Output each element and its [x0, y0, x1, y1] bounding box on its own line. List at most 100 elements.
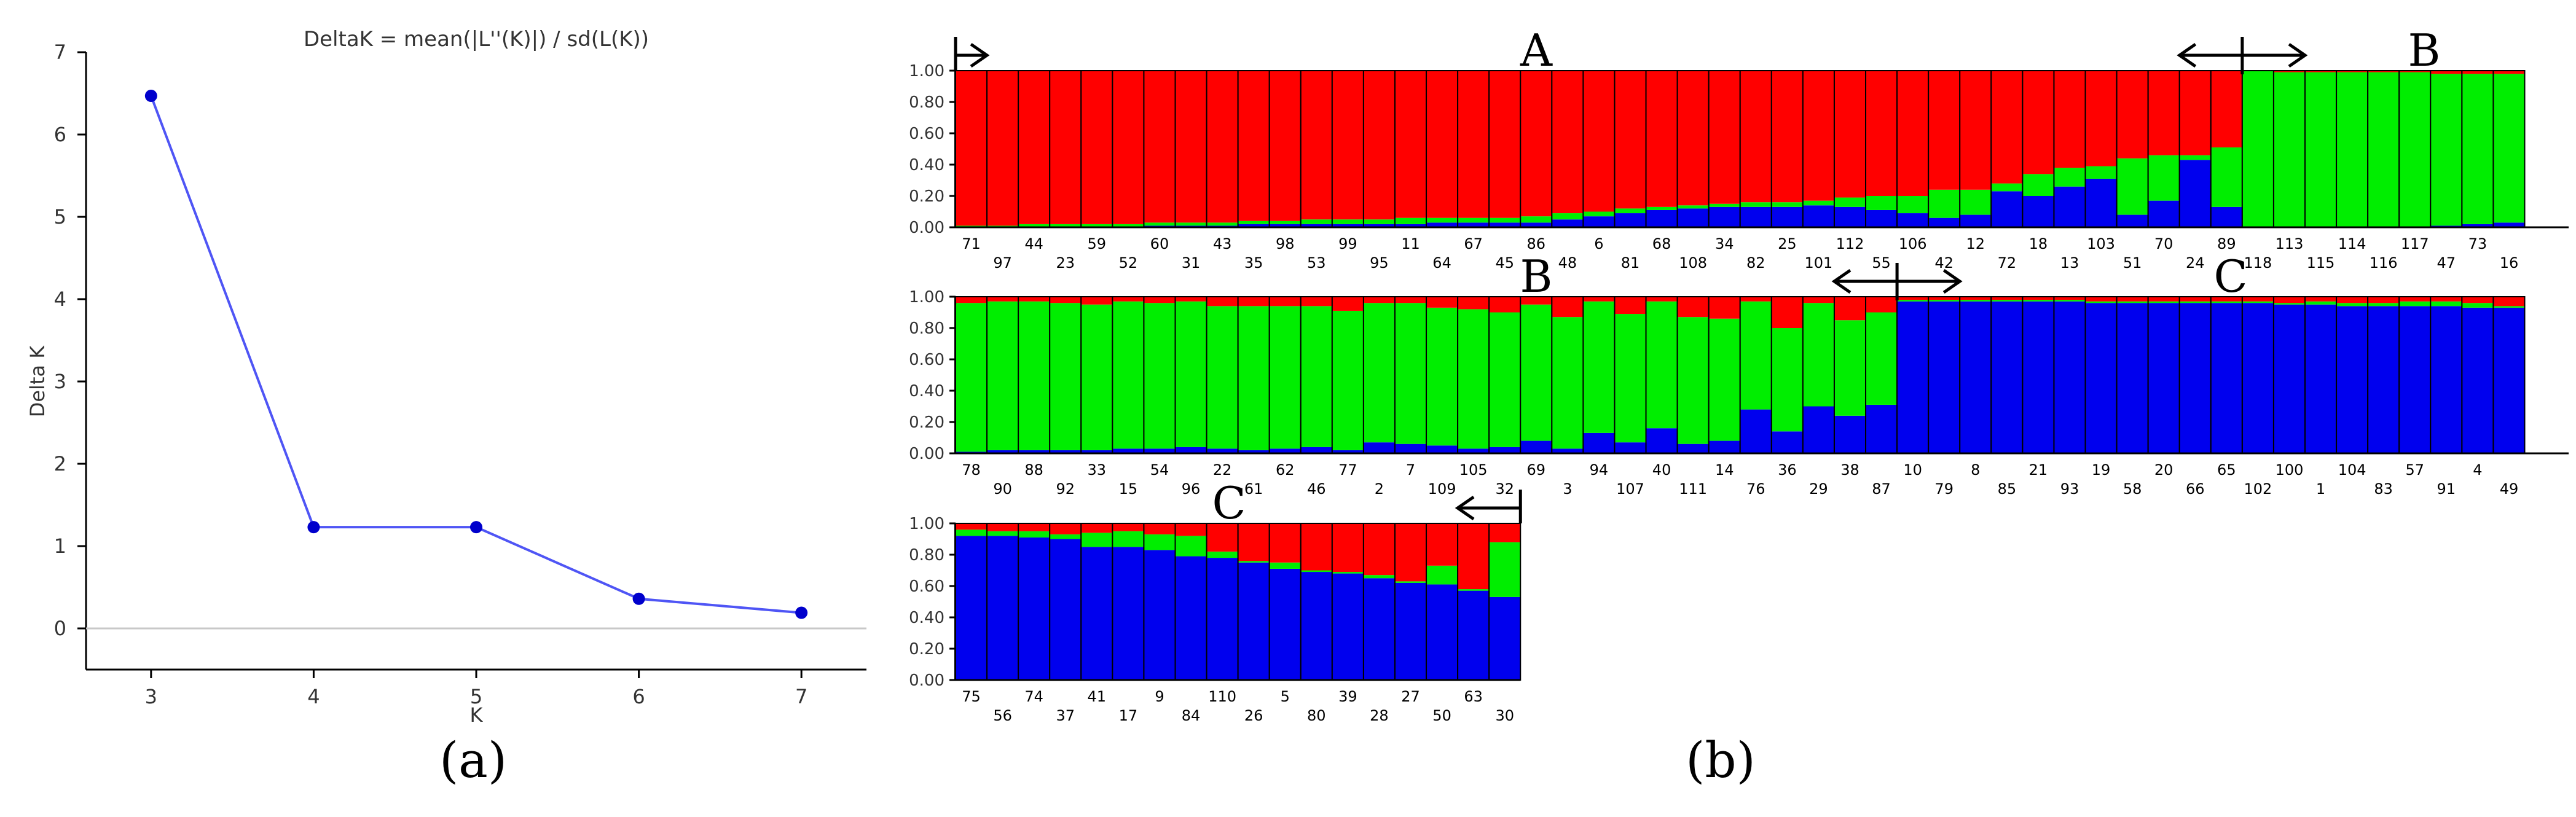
bar-segment-red [2054, 71, 2086, 168]
bar-segment-red [2493, 297, 2525, 307]
bar-segment-green [1269, 221, 1301, 224]
bar-segment-green [1144, 222, 1176, 226]
bar-segment-red [1018, 71, 1050, 224]
sample-label: 57 [2405, 461, 2424, 479]
bar-segment-red [1112, 71, 1144, 224]
sample-label: 6 [1594, 235, 1603, 252]
bar-segment-green [1897, 300, 1929, 302]
bar-segment-blue [2462, 307, 2494, 453]
bar-segment-red [2430, 71, 2462, 74]
bar-segment-red [1708, 71, 1740, 204]
bar-segment-red [956, 297, 988, 303]
bar-segment-blue [1206, 558, 1238, 680]
bar-segment-green [1834, 320, 1866, 416]
bar-segment-blue [1866, 404, 1898, 453]
bar-segment-red [1269, 523, 1301, 563]
structure-bar-plot: 0.000.200.400.600.801.007197442359526031… [909, 25, 2569, 724]
bar-segment-green [1112, 224, 1144, 227]
sample-label: 76 [1746, 480, 1765, 498]
deltak-line-chart: 0 1 2 3 4 5 6 7 3 4 5 6 7 DeltaK = mean(|L''(K)|) / s… [26, 27, 866, 727]
bar-segment-red [2022, 297, 2054, 300]
bar-segment-green [1489, 312, 1521, 447]
bar-segment-red [2399, 71, 2431, 72]
bar-segment-red [987, 71, 1019, 226]
x-axis-label: K [470, 703, 484, 727]
sample-label: 113 [2276, 235, 2304, 252]
bar-segment-blue [1394, 444, 1427, 453]
bar-segment-red [1552, 297, 1584, 318]
bar-segment-blue [2148, 200, 2180, 227]
panel-label-a: (a) [439, 732, 507, 789]
sample-label: 51 [2123, 254, 2142, 272]
bar-segment-green [1708, 203, 1740, 207]
bar-segment-red [2054, 297, 2086, 300]
bar-segment-blue [987, 536, 1019, 680]
bar-segment-blue [1991, 191, 2023, 227]
sample-label: 94 [1590, 461, 1609, 479]
bar-segment-green [2210, 147, 2242, 207]
sample-label: 93 [2060, 480, 2079, 498]
sample-label: 88 [1024, 461, 1043, 479]
bar-segment-green [1332, 572, 1364, 574]
bar-segment-green [1175, 301, 1207, 447]
bar-segment-red [1928, 71, 1960, 190]
bar-segment-red [1144, 71, 1176, 223]
sample-label: 28 [1370, 707, 1389, 724]
bar-segment-red [1991, 297, 2023, 300]
bar-segment-green [1175, 222, 1207, 226]
arrow-head-left [1455, 495, 1475, 521]
row-y-tick-label: 1.00 [909, 62, 944, 80]
bar-segment-red [1646, 297, 1678, 302]
bar-segment-blue [1897, 301, 1929, 453]
bar-segment-blue [1018, 450, 1050, 453]
bar-segment-green [1771, 328, 1803, 432]
bar-segment-blue [1834, 415, 1866, 453]
bar-segment-red [1238, 523, 1270, 561]
sample-label: 47 [2437, 254, 2456, 272]
bar-segment-blue [1552, 219, 1584, 227]
bar-segment-red [1802, 297, 1834, 303]
bar-segment-green [2054, 168, 2086, 187]
bar-segment-blue [1050, 450, 1082, 453]
bar-segment-blue [2368, 306, 2400, 453]
sample-label: 90 [993, 480, 1012, 498]
sample-label: 23 [1056, 254, 1075, 272]
y-tick-label: 6 [54, 123, 66, 146]
bar-segment-green [2210, 301, 2242, 303]
sample-label: 61 [1244, 480, 1263, 498]
arrow-head-right [1942, 268, 1963, 294]
bar-segment-green [2462, 303, 2494, 308]
bar-segment-red [2493, 71, 2525, 74]
bar-segment-blue [2210, 303, 2242, 453]
bar-segment-green [1363, 219, 1395, 224]
sample-label: 14 [1715, 461, 1734, 479]
bar-segment-green [1614, 314, 1646, 443]
bar-segment-green [1426, 217, 1458, 223]
bar-segment-blue [1363, 442, 1395, 453]
group-label: C [1212, 477, 1246, 529]
bar-segment-red [1269, 71, 1301, 221]
sample-label: 46 [1307, 480, 1326, 498]
bar-segment-blue [1708, 206, 1740, 227]
sample-label: 21 [2029, 461, 2048, 479]
sample-label: 77 [1338, 461, 1357, 479]
bar-segment-green [956, 530, 988, 536]
sample-label: 10 [1903, 461, 1922, 479]
bar-segment-red [1300, 297, 1332, 307]
sample-label: 112 [1836, 235, 1864, 252]
sample-label: 75 [962, 688, 981, 705]
bar-segment-blue [2399, 306, 2431, 453]
bar-segment-red [2273, 71, 2306, 72]
bar-segment-red [1426, 523, 1458, 566]
bar-segment-red [1238, 71, 1270, 221]
bar-segment-green [1928, 189, 1960, 218]
sample-label: 11 [1401, 235, 1420, 252]
bar-segment-green [1144, 534, 1176, 550]
bar-segment-green [2273, 72, 2306, 227]
bar-segment-red [2430, 297, 2462, 302]
sample-label: 36 [1778, 461, 1797, 479]
bar-segment-blue [2462, 224, 2494, 227]
bar-segment-red [2148, 297, 2180, 302]
bar-segment-green [2242, 71, 2274, 227]
bar-segment-blue [1897, 213, 1929, 227]
